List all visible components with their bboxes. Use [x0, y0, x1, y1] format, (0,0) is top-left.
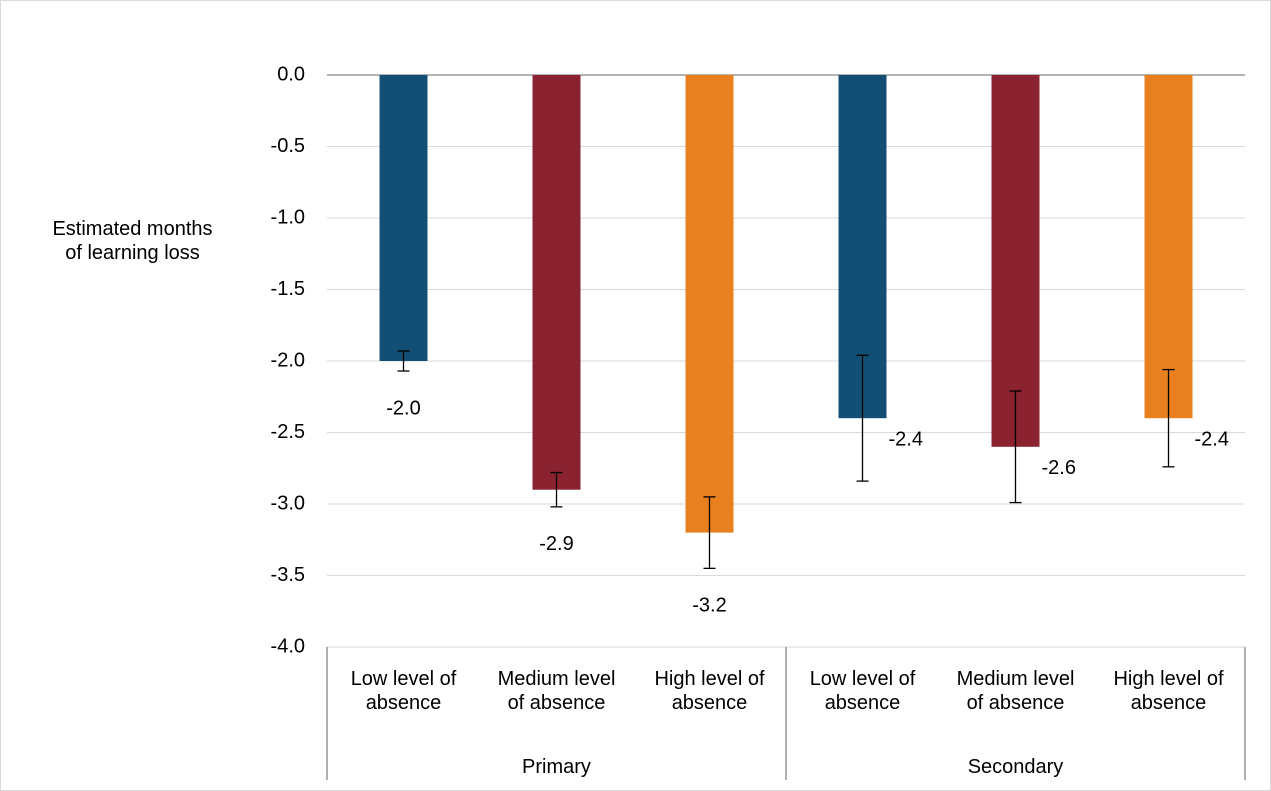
data-label: -3.2	[692, 595, 726, 617]
bar	[1144, 75, 1193, 419]
y-tick-label: -2.0	[271, 349, 305, 371]
y-tick-label: -4.0	[271, 635, 305, 657]
y-tick-label: -1.5	[271, 278, 305, 300]
y-tick-label: -3.5	[271, 564, 305, 586]
group-label: Secondary	[967, 756, 1064, 778]
data-label: -2.9	[539, 533, 573, 555]
y-tick-label: -3.0	[271, 492, 305, 514]
data-label: -2.4	[1195, 428, 1229, 450]
y-tick-label: -1.0	[271, 206, 305, 228]
bar	[685, 75, 734, 533]
y-tick-label: 0.0	[277, 63, 305, 85]
x-tick-label: High level of absence	[1113, 668, 1224, 714]
x-tick-label: High level of absence	[654, 668, 765, 714]
x-tick-label: Medium level of absence	[497, 668, 616, 714]
data-label: -2.0	[386, 397, 420, 419]
y-axis-label: Estimated months of learning loss	[52, 218, 213, 264]
x-tick-label: Low level of absence	[350, 668, 457, 714]
y-tick-label: -0.5	[271, 135, 305, 157]
bar	[379, 75, 428, 361]
group-label: Primary	[522, 756, 591, 778]
y-tick-label: -2.5	[271, 421, 305, 443]
bar	[991, 75, 1040, 447]
x-tick-label: Low level of absence	[809, 668, 916, 714]
bar	[532, 75, 581, 490]
data-label: -2.6	[1042, 457, 1076, 479]
data-label: -2.4	[889, 428, 923, 450]
x-tick-label: Medium level of absence	[956, 668, 1075, 714]
